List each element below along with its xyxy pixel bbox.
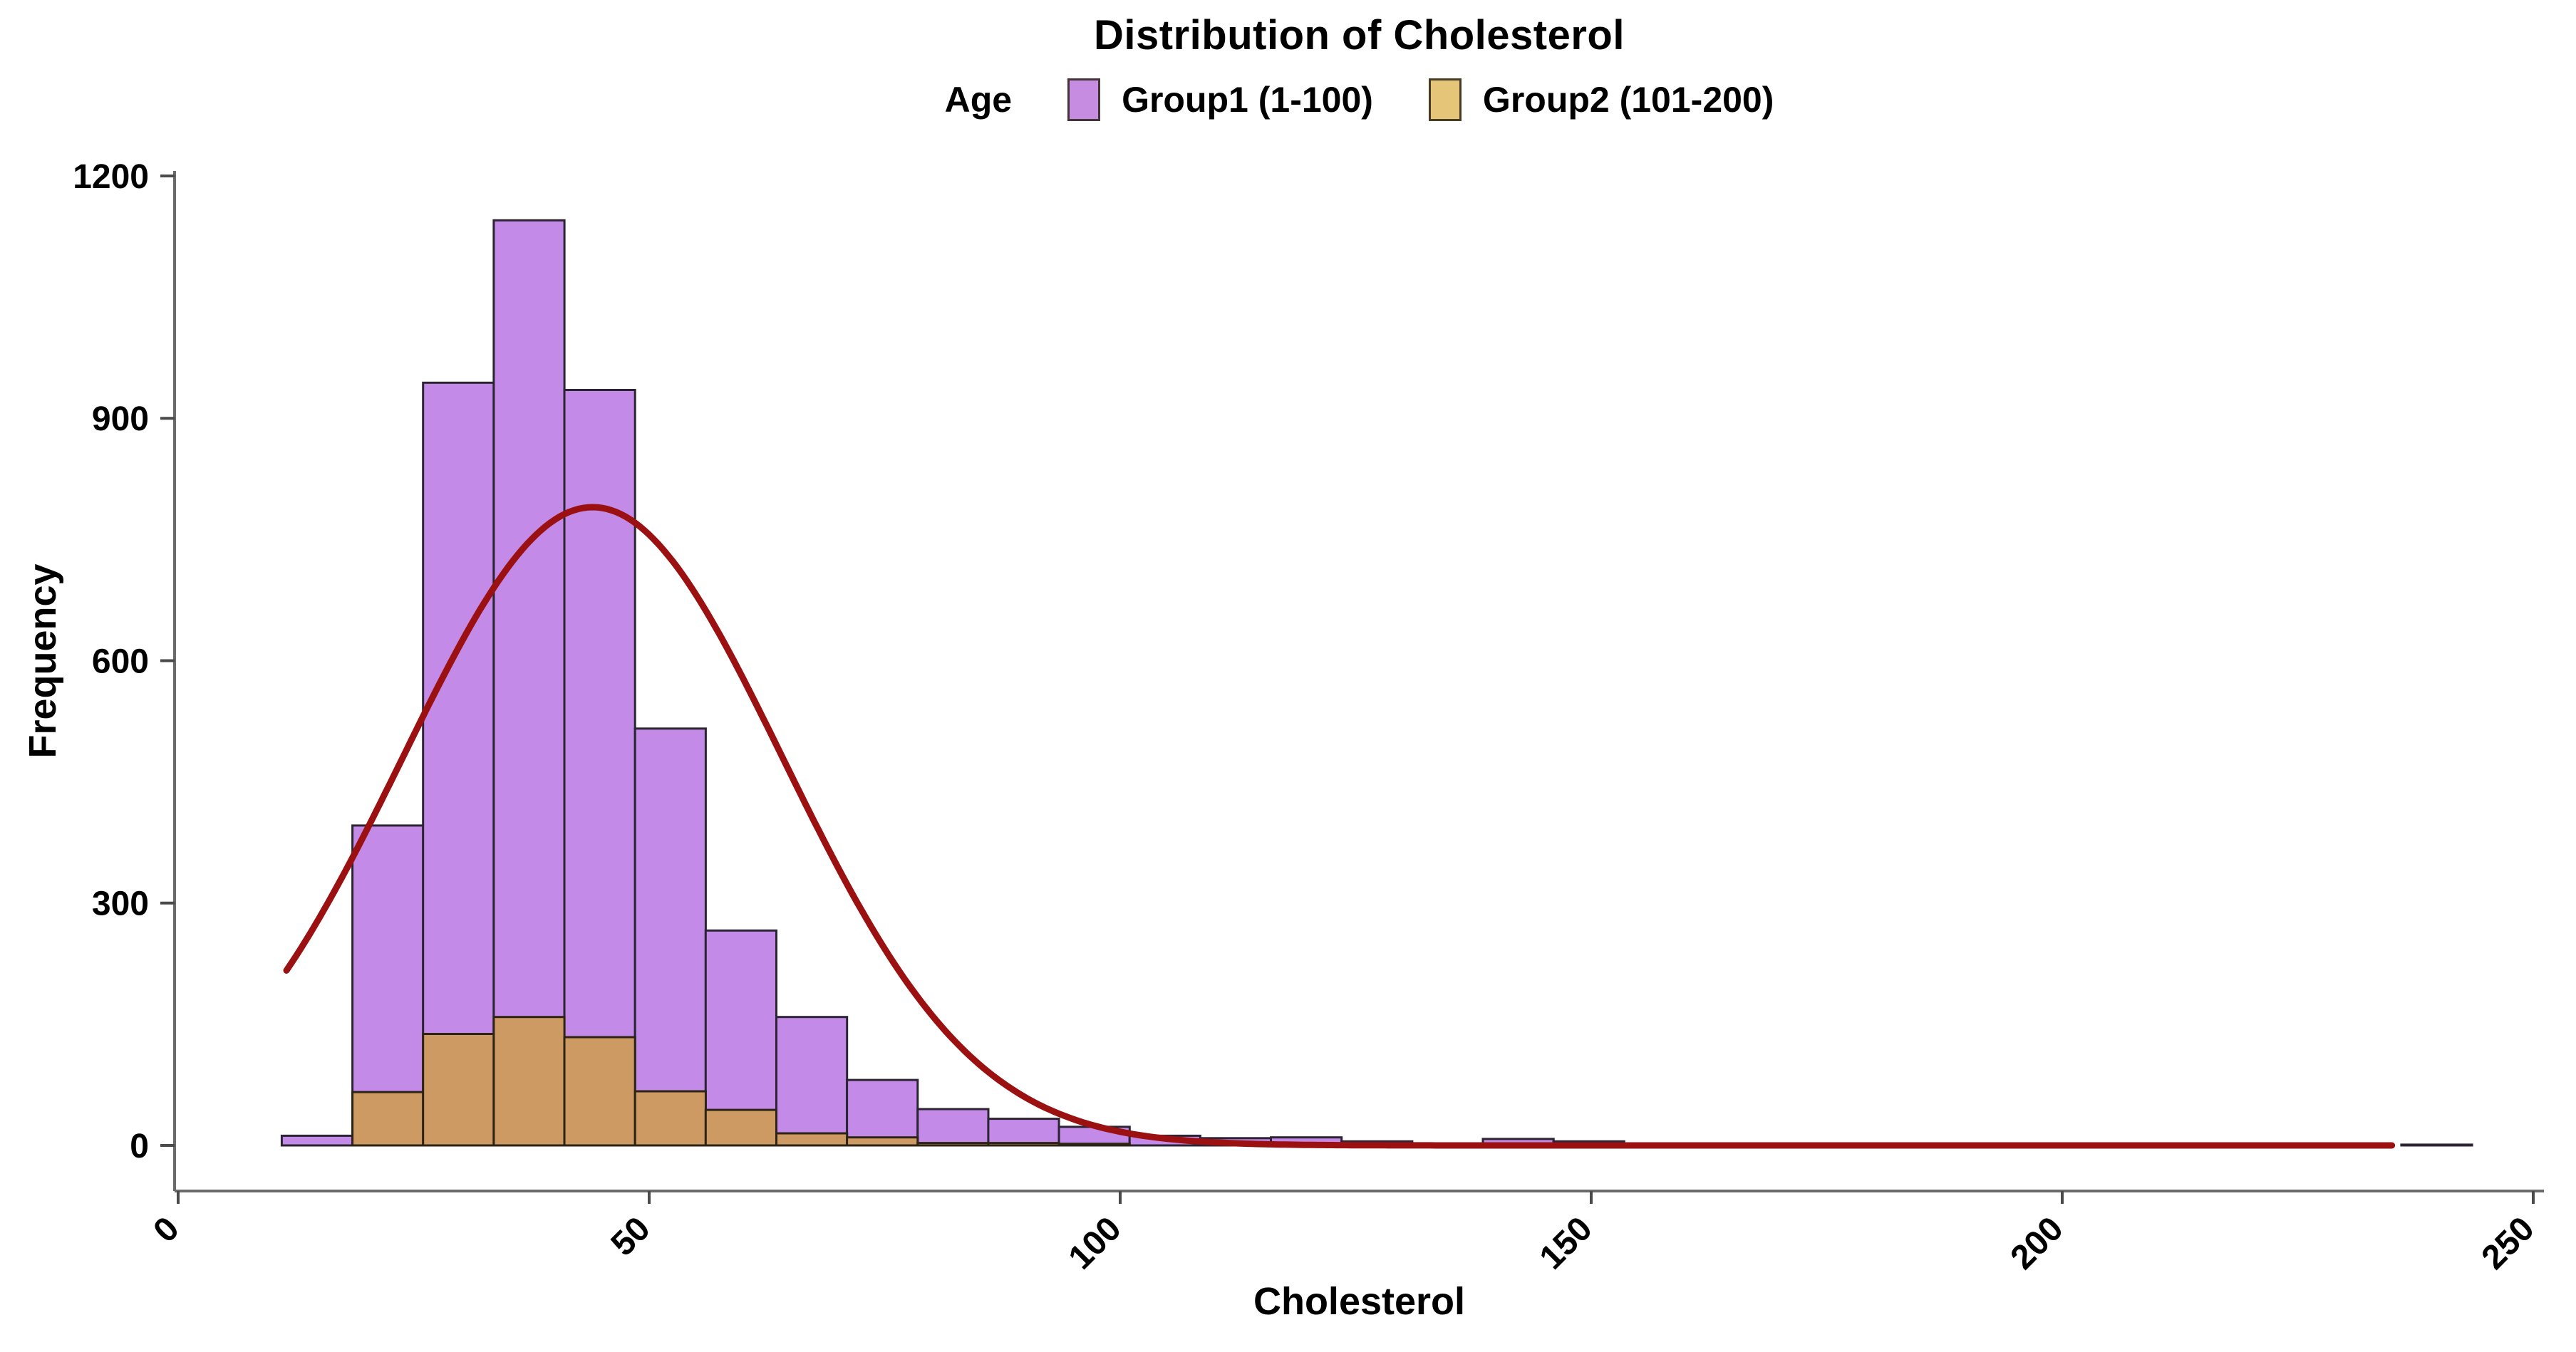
x-tick-label: 0 bbox=[146, 1210, 186, 1249]
histogram-bar bbox=[987, 1118, 1060, 1147]
axes bbox=[173, 171, 2544, 1192]
y-axis-ticks: 0 300 600 900 1200 bbox=[73, 158, 175, 1165]
y-axis-title: Frequency bbox=[21, 563, 64, 759]
legend-swatch-group1 bbox=[1067, 78, 1101, 121]
chart-title: Distribution of Cholesterol bbox=[1094, 12, 1625, 58]
x-tick-label: 250 bbox=[2475, 1210, 2542, 1276]
histogram-bar bbox=[563, 389, 636, 1147]
histogram-bar bbox=[633, 1090, 707, 1147]
histogram-bar bbox=[704, 1108, 777, 1147]
x-axis-ticks: 0 50 100 150 200 250 bbox=[146, 1191, 2542, 1276]
y-tick-label: 0 bbox=[130, 1128, 149, 1165]
histogram-bar bbox=[492, 1016, 566, 1147]
histogram-bar bbox=[422, 1033, 495, 1147]
histogram-bar bbox=[775, 1132, 849, 1147]
histogram-bar bbox=[280, 1134, 354, 1147]
x-axis-title: Cholesterol bbox=[1253, 1280, 1466, 1323]
legend-swatch-group2 bbox=[1428, 78, 1462, 121]
histogram-bar bbox=[492, 219, 566, 1147]
y-tick-label: 600 bbox=[92, 643, 149, 680]
histogram-bar bbox=[422, 381, 495, 1147]
legend-label-group2: Group2 (101-200) bbox=[1482, 80, 1774, 120]
histogram-bar bbox=[846, 1136, 919, 1147]
histogram-bar bbox=[916, 1142, 990, 1147]
legend-label-group1: Group1 (1-100) bbox=[1122, 80, 1373, 120]
histogram-bar bbox=[563, 1036, 636, 1147]
density-curve bbox=[283, 504, 2396, 1149]
histogram-bar bbox=[916, 1108, 990, 1147]
histogram-bar bbox=[1057, 1143, 1131, 1147]
y-tick-label: 1200 bbox=[73, 158, 149, 196]
bars-group1 bbox=[280, 219, 2473, 1147]
x-tick-label: 150 bbox=[1533, 1210, 1600, 1276]
y-tick-label: 300 bbox=[92, 885, 149, 923]
legend: Age Group1 (1-100) Group2 (101-200) bbox=[175, 78, 2544, 121]
x-tick-label: 50 bbox=[604, 1210, 658, 1263]
x-tick-label: 200 bbox=[2004, 1210, 2071, 1276]
histogram-bar bbox=[775, 1016, 849, 1147]
y-tick-label: 900 bbox=[92, 400, 149, 438]
legend-title: Age bbox=[944, 80, 1013, 120]
x-tick-label: 100 bbox=[1062, 1210, 1129, 1276]
histogram-bar bbox=[633, 727, 707, 1147]
bars-group2 bbox=[351, 1016, 1131, 1147]
histogram-bar bbox=[351, 1091, 425, 1147]
histogram-bar bbox=[987, 1142, 1060, 1147]
histogram-bar bbox=[846, 1078, 919, 1147]
